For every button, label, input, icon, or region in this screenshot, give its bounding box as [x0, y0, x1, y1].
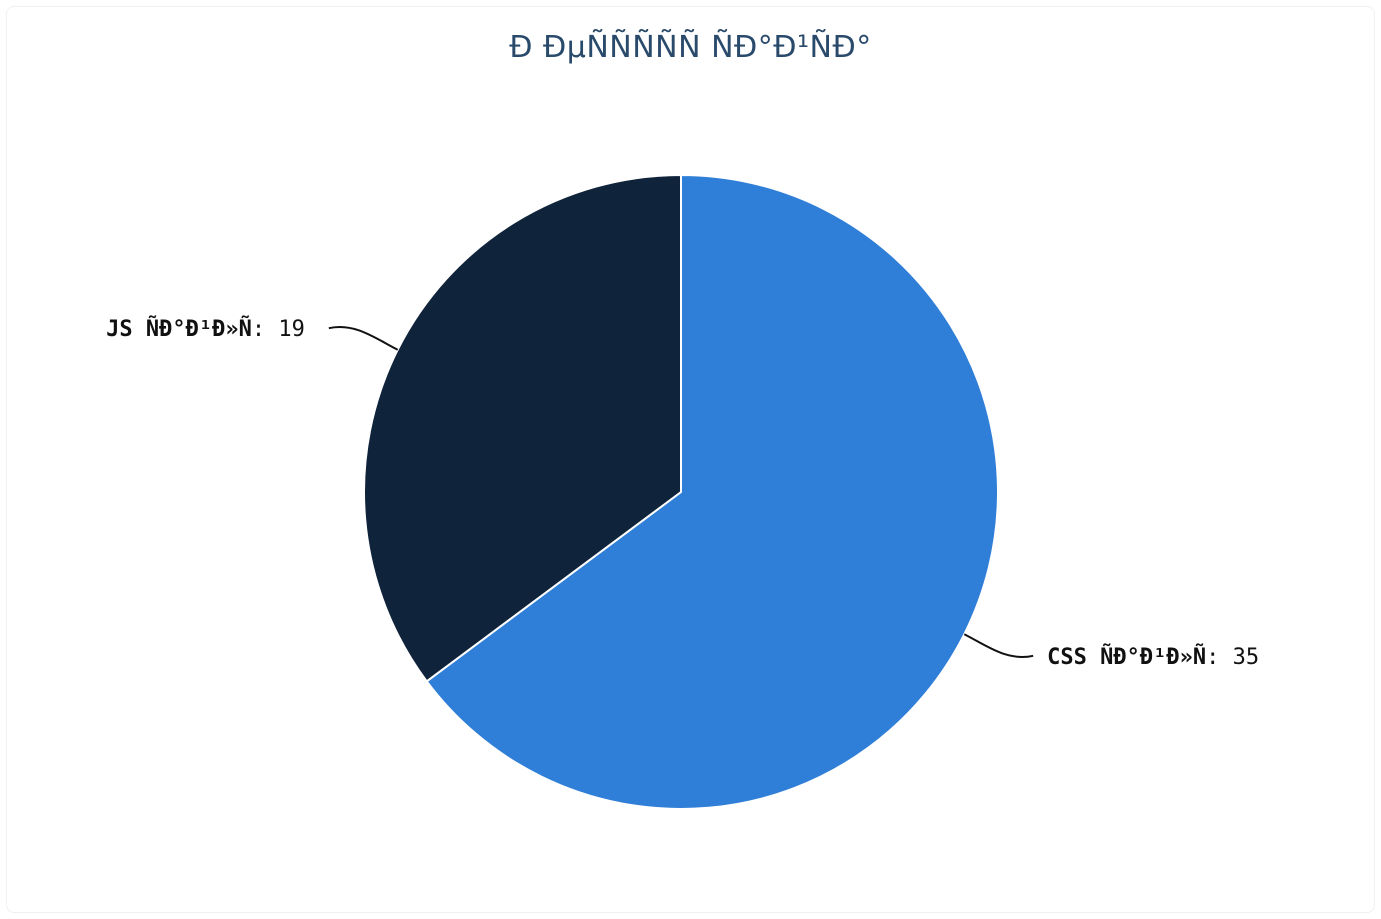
slice-label-0: CSS ÑÐ°Ð¹Ð»Ñ: 35 [1047, 644, 1259, 670]
pie-slice-1[interactable] [363, 173, 682, 683]
label-connector-0 [963, 633, 1034, 659]
slice-label-name-1: JS ÑÐ°Ð¹Ð»Ñ [106, 316, 252, 342]
slice-label-value-0: : 35 [1206, 645, 1259, 670]
label-connector-1 [328, 325, 399, 351]
slice-label-value-1: : 19 [252, 317, 305, 342]
pie-slices [363, 173, 999, 810]
slice-label-1: JS ÑÐ°Ð¹Ð»Ñ: 19 [106, 316, 305, 342]
chart-title: Ð ÐµÑÑÑÑÑ ÑÐ°Ð¹ÑÐ° [509, 30, 872, 65]
pie-labels: CSS ÑÐ°Ð¹Ð»Ñ: 35 JS ÑÐ°Ð¹Ð»Ñ: 19 [106, 316, 1259, 670]
slice-label-name-0: CSS ÑÐ°Ð¹Ð»Ñ [1047, 644, 1206, 670]
